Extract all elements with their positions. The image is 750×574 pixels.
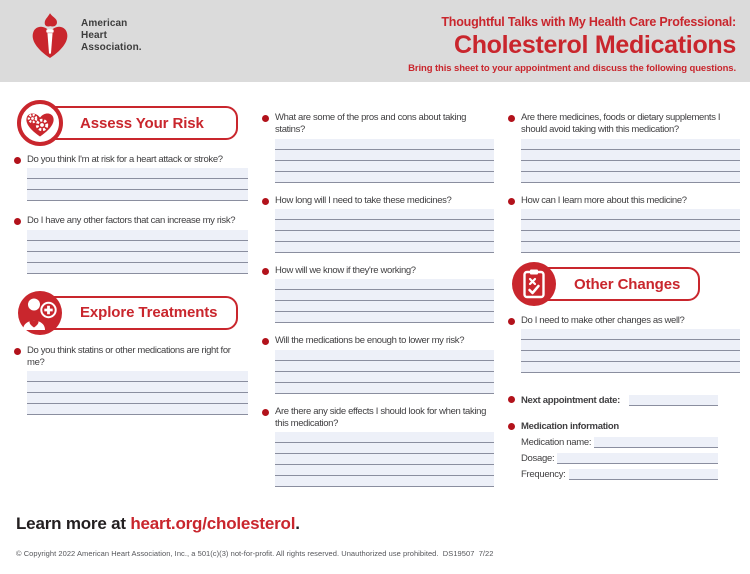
caregiver-plus-icon bbox=[16, 289, 64, 337]
question-text: Do you think I'm at risk for a heart att… bbox=[27, 154, 223, 165]
page-title: Cholesterol Medications bbox=[453, 31, 736, 59]
question-text: Do I need to make other changes as well? bbox=[521, 315, 685, 327]
bullet-icon bbox=[262, 338, 269, 346]
column-3: Are there medicines, foods or dietary su… bbox=[508, 112, 740, 481]
dosage-label: Dosage: bbox=[521, 453, 555, 465]
header-eyebrow: Thoughtful Talks with My Health Care Pro… bbox=[441, 15, 736, 29]
bullet-icon bbox=[14, 347, 21, 355]
column-2: What are some of the pros and cons about… bbox=[262, 112, 494, 488]
medication-subfields: Medication name: Dosage: Frequency: bbox=[521, 437, 718, 481]
section-pill-assess-your-risk: Assess Your Risk bbox=[17, 100, 238, 146]
answer-lines bbox=[275, 349, 494, 394]
answer-lines bbox=[275, 279, 494, 324]
section-label: Explore Treatments bbox=[80, 304, 218, 322]
dosage-field: Dosage: bbox=[521, 453, 718, 465]
question: How will we know if they're working? bbox=[262, 265, 494, 324]
logo-text-line: Heart bbox=[81, 30, 108, 42]
question-text: How can I learn more about this medicine… bbox=[521, 194, 687, 206]
aha-logo: American Heart Association. bbox=[28, 12, 142, 60]
header-bar: American Heart Association. Thoughtful T… bbox=[0, 0, 750, 82]
heart-gears-icon bbox=[16, 99, 64, 147]
bullet-icon bbox=[14, 157, 21, 164]
question: What are some of the pros and cons about… bbox=[262, 112, 494, 183]
copyright-text: © Copyright 2022 American Heart Associat… bbox=[16, 549, 494, 558]
answer-lines bbox=[27, 168, 248, 202]
question-text: How long will I need to take these medic… bbox=[275, 194, 452, 206]
frequency-label: Frequency: bbox=[521, 469, 566, 481]
column-1: Assess Your Risk Do you think I'm at ris… bbox=[14, 100, 248, 416]
question: Will the medications be enough to lower … bbox=[262, 335, 494, 394]
bullet-icon bbox=[508, 115, 515, 122]
answer-lines bbox=[275, 209, 494, 254]
clipboard-check-icon bbox=[510, 260, 558, 308]
answer-lines bbox=[27, 371, 248, 416]
aha-heart-torch-icon bbox=[32, 13, 68, 58]
header-subtitle: Bring this sheet to your appointment and… bbox=[408, 63, 736, 74]
answer-lines bbox=[275, 138, 494, 183]
bullet-icon bbox=[508, 423, 515, 431]
frequency-blank bbox=[568, 469, 718, 481]
answer-lines bbox=[521, 209, 740, 254]
section-label: Assess Your Risk bbox=[80, 114, 204, 132]
question-text: Will the medications be enough to lower … bbox=[275, 335, 465, 347]
medication-name-blank bbox=[594, 437, 718, 449]
appointment-date-blank bbox=[628, 395, 718, 407]
learn-more-text: Learn more at heart.org/cholesterol. bbox=[16, 514, 300, 534]
answer-lines bbox=[521, 138, 740, 183]
bullet-icon bbox=[262, 268, 269, 276]
question: Do you think statins or other medication… bbox=[14, 345, 248, 416]
question-text: How will we know if they're working? bbox=[275, 265, 416, 277]
question: Do I need to make other changes as well? bbox=[508, 315, 740, 374]
question: How can I learn more about this medicine… bbox=[508, 194, 740, 254]
bullet-icon bbox=[262, 408, 269, 416]
learn-more-prefix: Learn more at bbox=[16, 514, 131, 533]
learn-more-suffix: . bbox=[295, 514, 300, 533]
medication-info-header: Medication information bbox=[508, 421, 718, 432]
bullet-icon bbox=[508, 318, 515, 326]
section-pill-other-changes: Other Changes bbox=[512, 262, 700, 307]
learn-more-link[interactable]: heart.org/cholesterol bbox=[130, 514, 296, 533]
question: Do you think I'm at risk for a heart att… bbox=[14, 154, 248, 202]
question-text: Are there any side effects I should look… bbox=[275, 405, 486, 430]
question-text: Are there medicines, foods or dietary su… bbox=[521, 112, 721, 136]
next-appointment-label: Next appointment date: bbox=[521, 395, 620, 407]
logo-text-line: American bbox=[81, 18, 128, 30]
bullet-icon bbox=[508, 396, 515, 404]
bullet-icon bbox=[14, 218, 21, 226]
question-text: Do I have any other factors that can inc… bbox=[27, 215, 236, 227]
header-title-block: Thoughtful Talks with My Health Care Pro… bbox=[408, 15, 736, 74]
answer-lines bbox=[275, 432, 494, 488]
medication-info-label: Medication information bbox=[521, 421, 619, 433]
section-pill-explore-treatments: Explore Treatments bbox=[18, 290, 238, 335]
question: Do I have any other factors that can inc… bbox=[14, 215, 248, 274]
aha-logo-text: American Heart Association. bbox=[81, 18, 142, 53]
medication-name-label: Medication name: bbox=[521, 437, 592, 449]
bullet-icon bbox=[262, 115, 269, 122]
question-text: Do you think statins or other medication… bbox=[27, 344, 231, 369]
question: Are there any side effects I should look… bbox=[262, 406, 494, 488]
question-text: What are some of the pros and cons about… bbox=[275, 112, 467, 136]
logo-text-line: Association. bbox=[81, 41, 142, 53]
answer-lines bbox=[521, 329, 740, 374]
question: How long will I need to take these medic… bbox=[262, 194, 494, 254]
bullet-icon bbox=[508, 197, 515, 205]
frequency-field: Frequency: bbox=[521, 469, 718, 481]
next-appointment-field: Next appointment date: bbox=[508, 395, 718, 407]
question: Are there medicines, foods or dietary su… bbox=[508, 112, 740, 183]
bullet-icon bbox=[262, 197, 269, 205]
section-label: Other Changes bbox=[574, 275, 681, 293]
dosage-blank bbox=[557, 453, 718, 465]
answer-lines bbox=[27, 229, 248, 274]
medication-name-field: Medication name: bbox=[521, 437, 718, 449]
